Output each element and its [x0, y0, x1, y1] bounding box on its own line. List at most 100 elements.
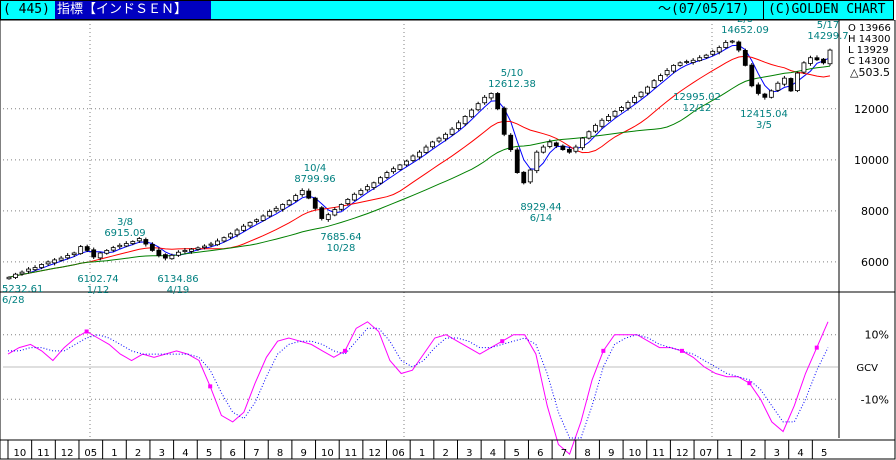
candle-body	[364, 186, 370, 191]
candle-body	[736, 41, 742, 51]
candle-body	[208, 243, 214, 246]
candle-body	[104, 250, 110, 254]
candle-body	[71, 252, 77, 256]
month-label: 10	[13, 448, 26, 459]
month-label: 2	[750, 448, 756, 459]
candle-body	[540, 146, 546, 153]
ma-line	[8, 65, 831, 278]
annotation-value: 8799.96	[294, 174, 335, 185]
candle-body	[729, 40, 735, 43]
month-label: 4	[182, 448, 188, 459]
month-label: 12	[61, 448, 74, 459]
candle-body	[710, 50, 716, 55]
oscillator-tick-label: -10%	[861, 393, 889, 406]
candle-body	[821, 58, 826, 64]
candle-body	[755, 84, 761, 94]
month-label: 9	[301, 448, 307, 459]
candle-body	[162, 254, 168, 259]
candle-body	[501, 107, 507, 135]
candle-body	[677, 62, 683, 66]
candle-body	[495, 93, 501, 110]
y-axis-labels: 6000 8000 10000 12000 10% GCV -10%	[854, 103, 889, 406]
annotation-date: 4/19	[167, 285, 189, 296]
candle-body	[260, 215, 266, 221]
candle-body	[658, 75, 663, 81]
candle-body	[579, 137, 585, 149]
candle-body	[638, 91, 644, 98]
month-label: 2	[135, 448, 141, 459]
month-label: 06	[392, 448, 405, 459]
candle-body	[247, 221, 253, 227]
candle-body	[573, 146, 579, 152]
candle-body	[690, 59, 696, 63]
candle-body	[814, 57, 820, 61]
candle-body	[241, 225, 246, 231]
month-label: 7	[561, 448, 567, 459]
annotation-date: 3/8	[117, 217, 133, 228]
candle-body	[443, 133, 448, 140]
candle-body	[410, 155, 416, 161]
candle-body	[684, 61, 690, 63]
candle-body	[449, 128, 455, 135]
annotation-date: 10/4	[304, 163, 326, 174]
candle-body	[593, 124, 598, 132]
month-label: 10	[629, 448, 642, 459]
candle-body	[52, 259, 58, 264]
month-label: 12	[676, 448, 689, 459]
month-label: 11	[652, 448, 665, 459]
candle-body	[671, 64, 677, 72]
candle-body	[606, 116, 611, 121]
candle-body	[475, 103, 481, 111]
candle-body	[117, 244, 123, 248]
ma-line	[8, 55, 831, 278]
candle-body	[716, 47, 722, 53]
candle-body	[325, 214, 331, 220]
candle-body	[65, 255, 71, 259]
month-label: 2	[442, 448, 448, 459]
oscillator-tick-label: 10%	[865, 329, 889, 342]
candle-body	[436, 137, 442, 142]
candle-body	[391, 168, 396, 173]
candle-body	[430, 141, 435, 148]
oscillator-marker	[342, 348, 347, 353]
month-label: 07	[700, 448, 713, 459]
annotation-date: 3/5	[756, 120, 772, 131]
oscillator-marker	[208, 384, 213, 389]
candle-body	[176, 251, 181, 256]
x-axis: 10 11 12 05 1 2 3 4 5 6 7 8 9 10 11 12 06 1 2 3 4 5 6 7 8 9 10 11 12…	[0, 439, 895, 459]
candle-body	[332, 209, 338, 216]
candle-body	[19, 271, 25, 275]
ohlc-open: O 13966	[848, 23, 891, 34]
candle-body	[39, 264, 44, 268]
candle-body	[182, 250, 188, 253]
candle-body	[78, 246, 84, 255]
annotation-date: 5/10	[501, 68, 523, 79]
candle-body	[254, 219, 260, 222]
date-range: ～(07/05/17)	[658, 2, 750, 17]
oscillator-tick-label: GCV	[856, 363, 878, 374]
ohlc-box: O 13966 H 14300 L 13929 C 14300 △503.5	[848, 23, 891, 79]
ohlc-close: C 14300	[848, 56, 890, 67]
annotation-value: 12995.02	[673, 92, 721, 103]
candle-body	[338, 204, 344, 210]
candle-body	[703, 54, 709, 58]
candle-body	[358, 190, 364, 195]
candlesticks	[6, 39, 833, 280]
candle-body	[768, 90, 774, 98]
annotation-value: 6102.74	[77, 274, 118, 285]
month-label: 8	[584, 448, 590, 459]
candle-body	[514, 149, 520, 173]
candle-body	[599, 119, 605, 127]
candle-body	[299, 190, 305, 196]
candle-body	[664, 70, 670, 76]
candle-body	[586, 131, 592, 139]
month-label: 9	[608, 448, 614, 459]
month-label: 12	[368, 448, 381, 459]
candle-body	[560, 145, 566, 151]
candle-body	[273, 207, 279, 212]
annotations: 5232.616/28 6102.741/12 6915.093/8 6134.864…	[2, 20, 849, 306]
candle-body	[808, 57, 813, 64]
candle-body	[221, 237, 227, 242]
annotation-value: 12415.04	[740, 109, 788, 120]
price-tick-label: 10000	[854, 154, 889, 167]
